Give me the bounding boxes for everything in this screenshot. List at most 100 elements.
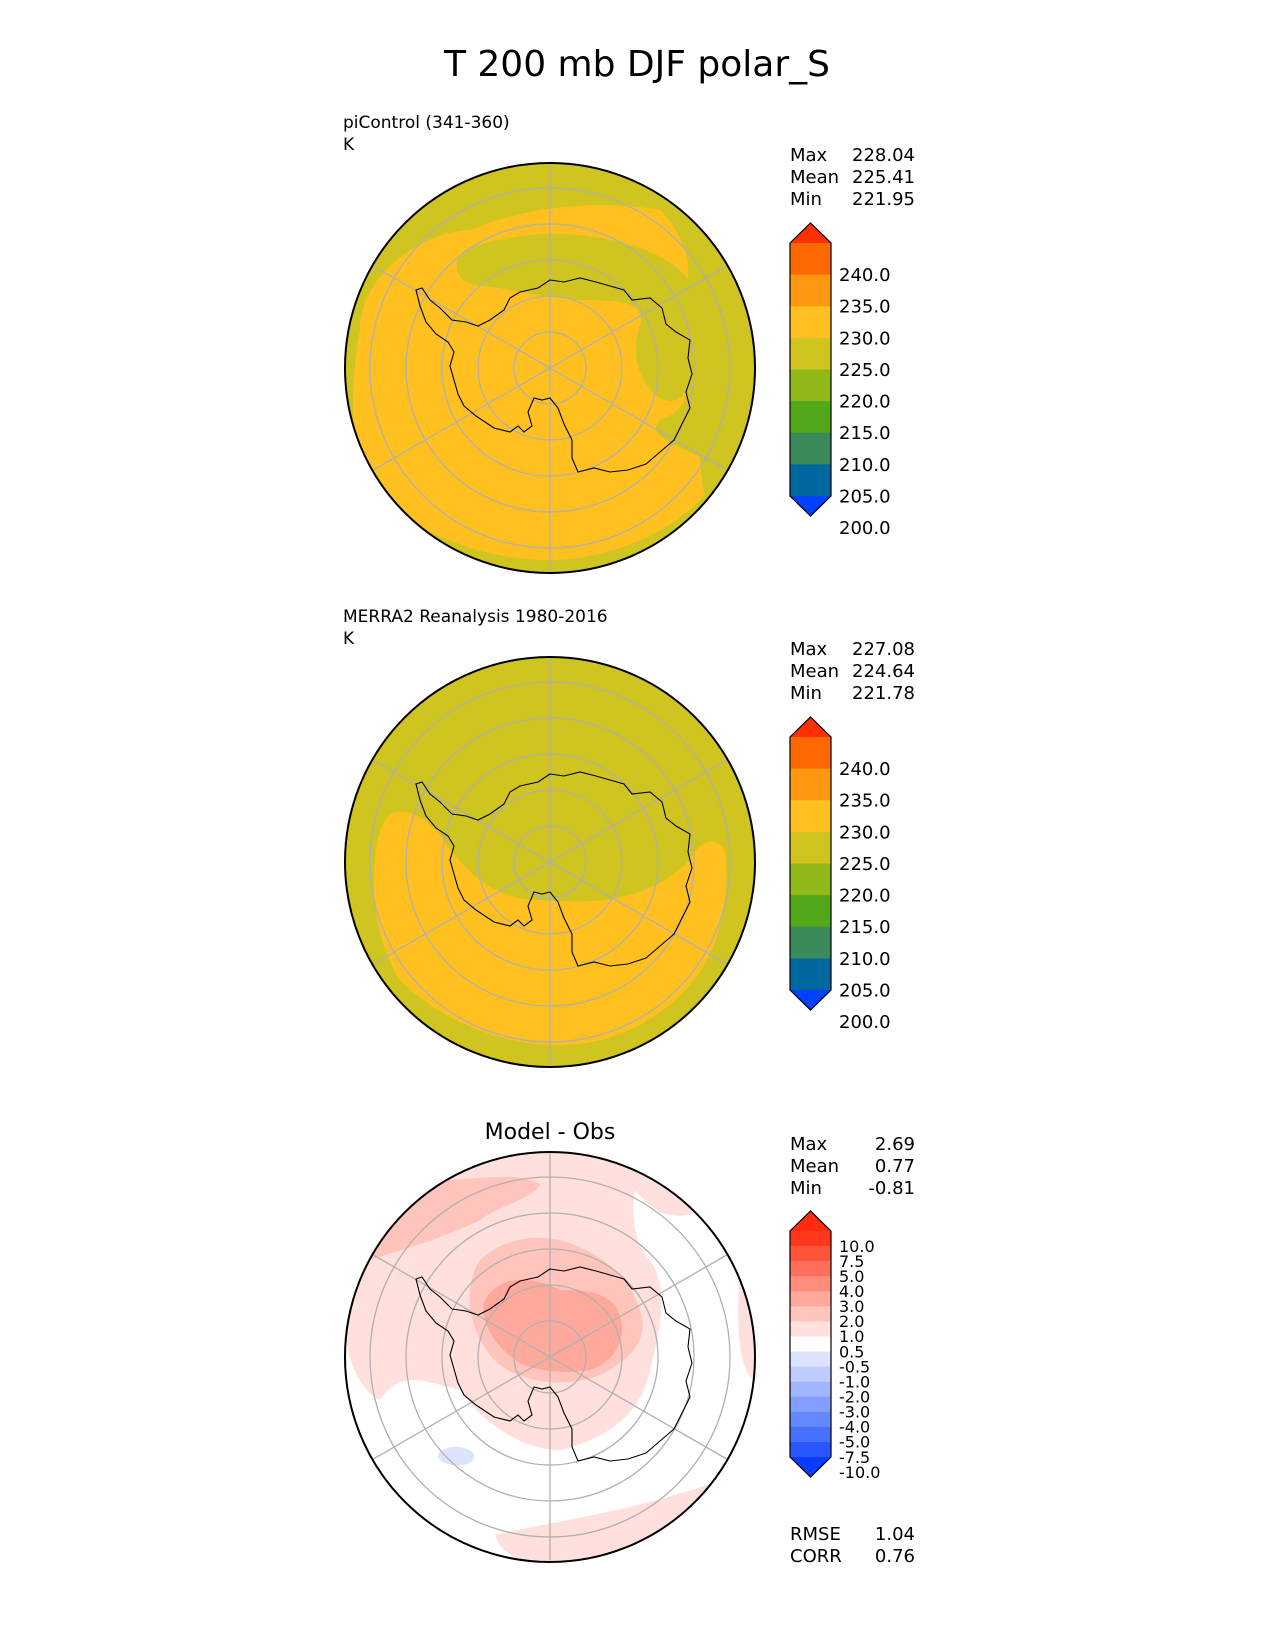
rmse-label: RMSE [790, 1524, 841, 1545]
colorbar-tick-label: 210.0 [839, 949, 891, 970]
stat-label: Min [790, 1178, 822, 1199]
colorbar-segment [790, 926, 831, 959]
colorbar-tick-label: 3.0 [839, 1297, 864, 1316]
colorbar-tick-label: 2.0 [839, 1312, 864, 1331]
stat-value: 221.95 [852, 189, 915, 210]
map-field-cool-region [456, 233, 702, 402]
colorbar-tick-label: 230.0 [839, 822, 891, 843]
colorbar-tick-label: 210.0 [839, 455, 891, 476]
colorbar-segment [790, 274, 831, 307]
map-boundary [344, 162, 756, 574]
colorbar-outline [789, 1210, 832, 1478]
colorbar-segment [790, 337, 831, 371]
colorbar-segment [790, 1291, 831, 1307]
panel-units: K [343, 135, 355, 155]
colorbar-outline [789, 716, 832, 1011]
colorbar-tick-label: 225.0 [839, 360, 891, 381]
colorbar-segment [790, 737, 831, 770]
panel-title-line-1: piControl (341-360) [343, 113, 510, 133]
stat-value: 227.08 [852, 639, 915, 660]
colorbar-tick-label: 0.5 [839, 1342, 864, 1361]
map-field-negative-region [438, 1446, 475, 1466]
map-field-outer-ring-east [695, 163, 755, 550]
colorbar-tick-label: 215.0 [839, 423, 891, 444]
colorbar-tick-label: -1.0 [839, 1372, 870, 1391]
colorbar-segment [790, 831, 831, 865]
colorbar-extend-high [790, 717, 831, 737]
colorbar-segment [790, 1366, 831, 1383]
colorbar-segment [790, 1336, 831, 1353]
colorbar-segment [790, 369, 831, 402]
map-field-positive-region [495, 1480, 720, 1562]
colorbar-extend-low [790, 496, 831, 516]
stat-value: 2.69 [875, 1134, 915, 1155]
colorbar-tick-label: 1.0 [839, 1327, 864, 1346]
colorbar-tick-label: -7.5 [839, 1448, 870, 1467]
colorbar-tick-label: -0.5 [839, 1357, 870, 1376]
stats-block: Max 2.69 Mean 0.77 Min -0.81 [790, 1134, 915, 1199]
map-field-positive-region [483, 1279, 622, 1372]
colorbar-tick-label: 230.0 [839, 328, 891, 349]
colorbar-segment [790, 1231, 831, 1247]
colorbar-tick-label: -2.0 [839, 1387, 870, 1406]
stat-label: Min [790, 683, 822, 704]
colorbar-segment [790, 1246, 831, 1262]
graticule [369, 657, 731, 1067]
map-boundary [344, 1151, 756, 1563]
stat-label: Mean [790, 167, 839, 188]
colorbar-segment [790, 1321, 831, 1338]
page-title: T 200 mb DJF polar_S [443, 44, 830, 85]
colorbar-extend-low [790, 990, 831, 1010]
colorbar-tick-label: 205.0 [839, 486, 891, 507]
colorbar-tick-label: 235.0 [839, 297, 891, 318]
colorbar-tick-label: 5.0 [839, 1267, 864, 1286]
panel-center-title: Model - Obs [485, 1120, 616, 1145]
colorbar-tick-label: 200.0 [839, 518, 891, 539]
colorbar-segment [790, 1441, 831, 1458]
colorbar-tick-label: 240.0 [839, 265, 891, 286]
colorbar-tick-label: -10.0 [839, 1463, 880, 1482]
colorbar-extend-high [790, 1211, 831, 1231]
colorbar-tick-label: 200.0 [839, 1012, 891, 1033]
graticule [369, 1152, 731, 1562]
colorbar-tick-label: 220.0 [839, 392, 891, 413]
stats-block: Max 227.08 Mean 224.64 Min 221.78 [790, 639, 915, 704]
stats-block: Max 228.04 Mean 225.41 Min 221.95 [790, 145, 915, 210]
colorbar-tick-label: 240.0 [839, 759, 891, 780]
colorbar-extend-low [790, 1457, 831, 1477]
stat-label: Min [790, 189, 822, 210]
colorbar-segment [790, 1351, 831, 1368]
colorbar-segment [790, 1426, 831, 1443]
stat-value: 0.77 [875, 1156, 915, 1177]
colorbar-segment [790, 863, 831, 896]
colorbar-tick-label: -5.0 [839, 1433, 870, 1452]
panel-title-line-1: MERRA2 Reanalysis 1980-2016 [343, 607, 608, 627]
colorbar-tick-label: 220.0 [839, 886, 891, 907]
colorbar-tick-label: 205.0 [839, 980, 891, 1001]
panel-model-minus-obs: Model - Obs Max 2.69 Mean [344, 1120, 915, 1567]
colorbar: 240.0 235.0 230.0 225.0 220.0 215.0 210.0 205.0… [789, 222, 891, 539]
colorbar: 240.0 235.0 230.0 225.0 220.0 215.0 210.0 205.0… [789, 716, 891, 1033]
colorbar-segment [790, 1396, 831, 1413]
panel-picontrol: piControl (341-360) K Max 228.04 Mean 22… [343, 113, 915, 574]
colorbar-extend-high [790, 223, 831, 243]
stat-value: 225.41 [852, 167, 915, 188]
colorbar-segment [790, 306, 831, 339]
graticule [369, 163, 731, 573]
colorbar-segment [790, 1381, 831, 1398]
stat-value: 228.04 [852, 145, 915, 166]
stat-label: Max [790, 639, 828, 660]
colorbar-segment [790, 958, 831, 991]
corr-label: CORR [790, 1546, 842, 1567]
panel-merra2: MERRA2 Reanalysis 1980-2016 K Max 227.08… [343, 607, 915, 1068]
map-field-positive-region [738, 1270, 755, 1380]
stat-label: Mean [790, 1156, 839, 1177]
colorbar-tick-label: 4.0 [839, 1282, 864, 1301]
stat-label: Mean [790, 661, 839, 682]
rmse-value: 1.04 [875, 1524, 915, 1545]
colorbar-segment [790, 1276, 831, 1292]
colorbar-segment [790, 1261, 831, 1277]
colorbar-segment [790, 800, 831, 833]
corr-value: 0.76 [875, 1546, 915, 1567]
